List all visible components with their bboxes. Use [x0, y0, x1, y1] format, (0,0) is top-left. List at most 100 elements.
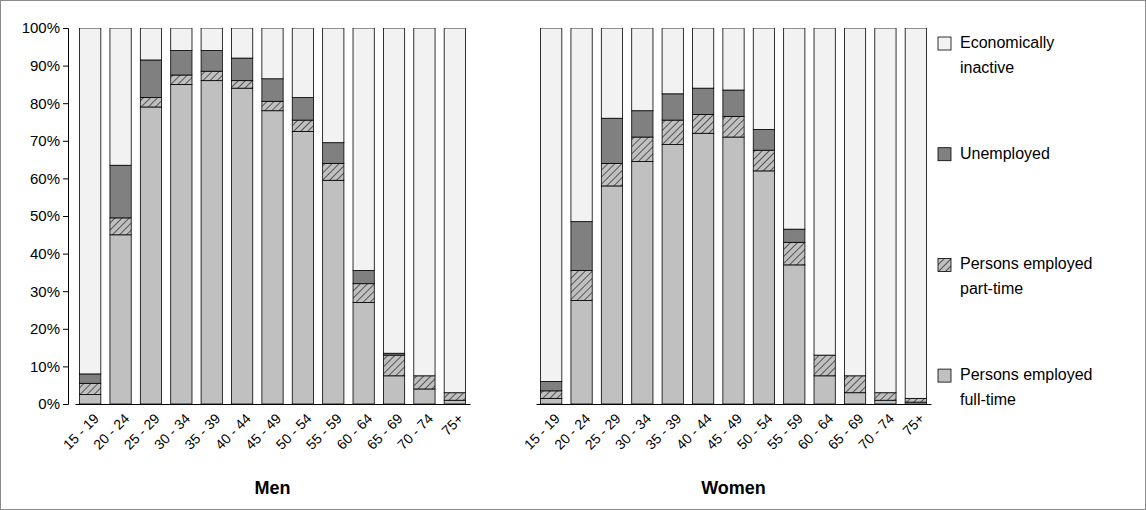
- bar-segment: [353, 28, 374, 271]
- bar-segment: [353, 302, 374, 404]
- bar-segment: [784, 242, 805, 265]
- y-tick-label: 50%: [30, 207, 60, 224]
- bar-segment: [140, 28, 161, 60]
- bar-segment: [383, 28, 404, 353]
- y-tick-label: 0%: [38, 395, 60, 412]
- figure-frame: [1, 1, 1146, 510]
- bar-segment: [353, 284, 374, 303]
- bar-segment: [292, 28, 313, 98]
- bar-segment: [784, 229, 805, 242]
- bar-segment: [323, 180, 344, 404]
- bar-segment: [323, 28, 344, 143]
- bar-segment: [571, 222, 592, 271]
- bar-segment: [875, 393, 896, 401]
- legend: EconomicallyinactiveUnemployedPersons em…: [938, 34, 1093, 408]
- bar-segment: [844, 28, 865, 376]
- bar-series: [80, 81, 466, 404]
- x-tick-label: 75+: [438, 410, 466, 438]
- bar-series: [541, 133, 927, 404]
- bar-segment: [753, 28, 774, 130]
- bar-segment: [201, 81, 222, 404]
- bar-segment: [171, 51, 192, 75]
- legend-swatch: [938, 148, 951, 161]
- bar-segment: [262, 101, 283, 110]
- x-tick: 75+: [899, 404, 927, 439]
- y-tick-label: 70%: [30, 132, 60, 149]
- bar-segment: [171, 84, 192, 404]
- bar-segment: [844, 376, 865, 393]
- y-tick-mark: [63, 291, 68, 292]
- bar-segment: [753, 171, 774, 404]
- y-tick: 20%: [30, 320, 68, 337]
- bar-series: [80, 71, 466, 400]
- plot-area: [541, 28, 927, 404]
- legend-swatch: [938, 369, 951, 382]
- bar-segment: [723, 116, 744, 137]
- bar-segment: [140, 98, 161, 107]
- bar-segment: [905, 398, 926, 402]
- bar-segment: [753, 130, 774, 151]
- y-tick: 80%: [30, 95, 68, 112]
- bar-segment: [323, 143, 344, 164]
- bar-segment: [262, 111, 283, 404]
- x-tick: 70 - 74: [855, 404, 897, 453]
- bar-segment: [601, 28, 622, 118]
- bar-segment: [201, 51, 222, 72]
- y-tick-mark: [63, 216, 68, 217]
- y-tick: 0%: [38, 395, 68, 412]
- y-tick-mark: [63, 141, 68, 142]
- bar-segment: [140, 60, 161, 98]
- legend-label: Persons employedpart-time: [960, 255, 1093, 297]
- bar-segment: [541, 28, 562, 381]
- y-tick-mark: [63, 66, 68, 67]
- bar-segment: [292, 131, 313, 404]
- y-tick: 90%: [30, 57, 68, 74]
- x-tick-label: 75+: [899, 410, 927, 438]
- bar-segment: [692, 88, 713, 114]
- bar-segment: [541, 391, 562, 399]
- bar-segment: [110, 235, 131, 404]
- x-tick-label: 70 - 74: [394, 410, 436, 452]
- bar-segment: [201, 28, 222, 51]
- bar-segment: [383, 376, 404, 404]
- bar-segment: [80, 383, 101, 394]
- legend-label: Persons employedfull-time: [960, 366, 1093, 408]
- bar-segment: [814, 376, 835, 404]
- bar-segment: [723, 90, 744, 116]
- bar-segment: [692, 114, 713, 133]
- bar-segment: [414, 28, 435, 376]
- y-tick-label: 10%: [30, 358, 60, 375]
- bar-segment: [80, 374, 101, 383]
- bar-segment: [723, 137, 744, 404]
- y-tick-label: 40%: [30, 245, 60, 262]
- bar-segment: [905, 28, 926, 398]
- x-tick: 70 - 74: [394, 404, 436, 453]
- bar-segment: [632, 137, 653, 161]
- y-tick: 40%: [30, 245, 68, 262]
- bar-segment: [80, 28, 101, 374]
- y-tick-mark: [63, 103, 68, 104]
- bar-segment: [444, 400, 465, 404]
- bar-segment: [692, 28, 713, 88]
- bar-segment: [784, 265, 805, 404]
- x-axis: 15 - 1920 - 2425 - 2930 - 3435 - 3940 - …: [60, 404, 471, 453]
- y-tick-label: 20%: [30, 320, 60, 337]
- bar-segment: [262, 28, 283, 79]
- bar-segment: [601, 118, 622, 163]
- legend-swatch: [938, 37, 951, 50]
- bar-segment: [875, 28, 896, 393]
- y-tick-label: 80%: [30, 95, 60, 112]
- bar-segment: [414, 376, 435, 389]
- bar-segment: [292, 120, 313, 131]
- bar-series: [541, 114, 927, 402]
- bar-segment: [231, 88, 252, 404]
- bar-segment: [231, 81, 252, 89]
- y-tick-mark: [63, 329, 68, 330]
- y-axis-line: [63, 29, 69, 405]
- bar-segment: [541, 398, 562, 404]
- y-tick: 70%: [30, 132, 68, 149]
- y-tick: 50%: [30, 207, 68, 224]
- bar-segment: [601, 163, 622, 186]
- y-tick-label: 100%: [22, 19, 60, 36]
- y-tick: 10%: [30, 358, 68, 375]
